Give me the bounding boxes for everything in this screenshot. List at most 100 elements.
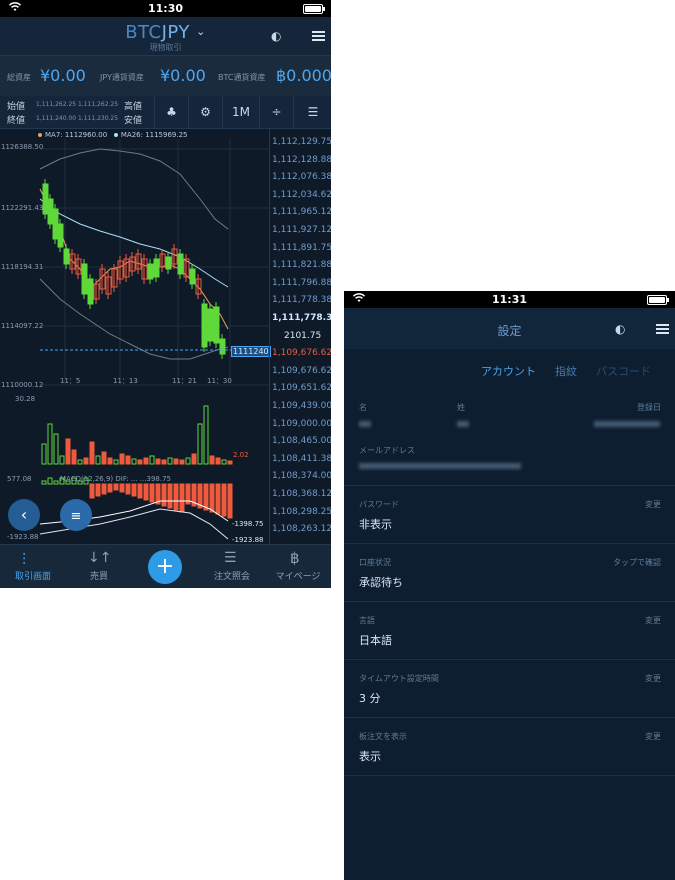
- menu-icon[interactable]: [656, 324, 669, 334]
- tab-passcode[interactable]: パスコード: [596, 365, 651, 378]
- price-level: 1,109,651.62: [272, 383, 331, 394]
- language-change-button[interactable]: 変更: [645, 616, 661, 625]
- price-level: 1,108,465.00: [272, 436, 331, 447]
- gear-icon: ⚙: [200, 105, 211, 119]
- lines-icon: ☰: [307, 105, 319, 119]
- timeout-change-button[interactable]: 変更: [645, 674, 661, 683]
- password-row[interactable]: パスワード 変更 非表示: [344, 485, 675, 544]
- macd-right-label-1: -1398.75: [232, 520, 264, 528]
- password-label: パスワード: [359, 500, 399, 509]
- macd-bar: [101, 483, 107, 495]
- price-level: 1,109,676.62: [272, 365, 331, 376]
- volume-bar: [209, 455, 215, 465]
- macd-bar: [119, 483, 125, 493]
- x-label-4: 11：30: [207, 377, 232, 385]
- add-order-button[interactable]: +: [148, 550, 182, 584]
- volume-bar: [71, 449, 77, 465]
- low-label: 安値: [124, 116, 143, 126]
- macd-bar: [197, 483, 203, 509]
- list-button[interactable]: ≡: [60, 499, 92, 531]
- macd-bar: [41, 480, 47, 485]
- macd-bar: [209, 483, 215, 513]
- bell-icon: ♣: [166, 105, 177, 119]
- candle: [93, 283, 100, 300]
- macd-bar: [185, 483, 191, 505]
- macd-bar: [77, 480, 83, 485]
- price-level: 1,111,778.38: [272, 313, 331, 323]
- candle: [201, 303, 208, 348]
- btc-assets-label: BTC通貨資産: [218, 73, 266, 82]
- arrows-icon: ↓↑: [88, 550, 112, 566]
- timeout-value: 3 分: [359, 692, 381, 705]
- tab-fingerprint[interactable]: 指紋: [555, 365, 577, 378]
- timeout-row[interactable]: タイムアウト設定時間 変更 3 分: [344, 659, 675, 718]
- macd-bar: [137, 483, 143, 499]
- tab-buy-sell[interactable]: 売買: [89, 572, 108, 582]
- macd-title: MACD(12,26,9) DIF: ... ...398.75: [60, 475, 171, 483]
- alert-button[interactable]: ♣: [154, 96, 188, 128]
- settings-button[interactable]: ⚙: [188, 96, 222, 128]
- status-bar: 11:30: [0, 0, 331, 17]
- candle: [52, 208, 59, 240]
- macd-bar: [203, 483, 209, 511]
- tab-orders[interactable]: 注文照会: [213, 572, 250, 582]
- tab-mypage[interactable]: マイページ: [275, 572, 321, 582]
- menu-icon[interactable]: [312, 31, 325, 41]
- account-status-row[interactable]: 口座状況 タップで確認 承認待ち: [344, 543, 675, 602]
- candle: [105, 276, 112, 295]
- pair-selector[interactable]: BTCJPY ⌄: [0, 22, 331, 43]
- candle: [81, 263, 88, 295]
- price-level: 1,112,129.75: [272, 137, 331, 147]
- email-label: メールアドレス: [359, 446, 415, 455]
- account-info: 名 姓 登録日 メールアドレス: [344, 391, 675, 486]
- status-time: 11:31: [491, 293, 527, 306]
- macd-bar: [53, 480, 59, 485]
- candle: [159, 253, 166, 268]
- password-change-button[interactable]: 変更: [645, 500, 661, 509]
- language-row[interactable]: 言語 変更 日本語: [344, 601, 675, 660]
- volume-bar: [173, 458, 179, 465]
- price-level: 1,111,796.88: [272, 277, 331, 288]
- volume-bar: [185, 457, 191, 465]
- board-order-change-button[interactable]: 変更: [645, 732, 661, 741]
- back-button[interactable]: ‹: [8, 499, 40, 531]
- volume-bar: [89, 441, 95, 465]
- status-time: 11:30: [147, 2, 183, 15]
- candle: [111, 268, 118, 288]
- volume-bar: [119, 453, 125, 465]
- volume-bar: [167, 457, 173, 465]
- board-order-label: 板注文を表示: [359, 732, 407, 741]
- volume-bar: [179, 459, 185, 465]
- volume-bar: [227, 460, 233, 465]
- indicator-button[interactable]: ÷: [259, 96, 293, 128]
- volume-bar: [83, 457, 89, 465]
- candle: [117, 260, 124, 280]
- register-date-label: 登録日: [637, 403, 661, 412]
- macd-bar: [71, 477, 77, 485]
- x-label-2: 11：13: [113, 377, 138, 385]
- account-status-check-button[interactable]: タップで確認: [613, 558, 661, 567]
- password-value: 非表示: [359, 518, 392, 531]
- macd-bar: [227, 483, 233, 519]
- bollinger-upper: [39, 148, 229, 230]
- volume-bar: [161, 459, 167, 465]
- y-label-4: 1114097.22: [1, 322, 44, 330]
- interval-button[interactable]: 1M: [222, 96, 259, 128]
- email-redacted: [359, 463, 521, 469]
- chart-area[interactable]: MA7: 1112960.00 MA26: 1115969.25 1126388…: [0, 129, 331, 544]
- depth-button[interactable]: ☰: [293, 96, 331, 128]
- volume-bar: [137, 459, 143, 465]
- tab-account[interactable]: アカウント: [481, 365, 536, 378]
- trading-screen: 11:30 BTCJPY ⌄ 現物取引 ◐ 総資産 ¥0.00 JPY通貨資産 …: [0, 0, 331, 588]
- x-label-3: 11：21: [172, 377, 197, 385]
- trade-type: 現物取引: [149, 43, 182, 52]
- macd-bar: [89, 483, 95, 499]
- settings-header: 設定 ◐: [344, 308, 675, 349]
- tab-trade-screen[interactable]: 取引画面: [14, 572, 51, 582]
- macd-bar: [221, 483, 227, 517]
- theme-toggle-icon[interactable]: ◐: [271, 29, 282, 43]
- board-order-row[interactable]: 板注文を表示 変更 表示: [344, 717, 675, 776]
- macd-bar: [191, 483, 197, 507]
- price-level: 1,112,076.38: [272, 172, 331, 183]
- theme-toggle-icon[interactable]: ◐: [615, 322, 626, 336]
